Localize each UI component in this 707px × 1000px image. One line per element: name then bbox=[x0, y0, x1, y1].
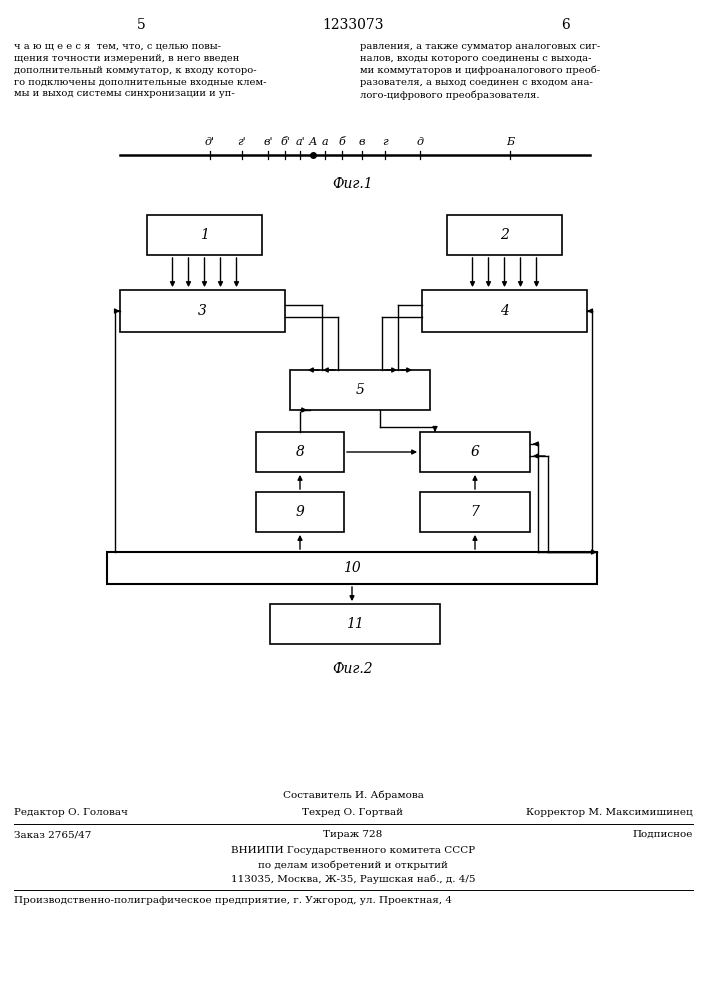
Text: А: А bbox=[309, 137, 317, 147]
Bar bbox=[270, 604, 440, 644]
Text: б': б' bbox=[280, 137, 290, 147]
Text: Производственно-полиграфическое предприятие, г. Ужгород, ул. Проектная, 4: Производственно-полиграфическое предприя… bbox=[14, 896, 452, 905]
Text: Заказ 2765/47: Заказ 2765/47 bbox=[14, 830, 91, 839]
Bar bbox=[420, 492, 530, 532]
Text: 11: 11 bbox=[346, 617, 364, 631]
Text: Техред О. Гортвай: Техред О. Гортвай bbox=[303, 808, 404, 817]
Bar bbox=[290, 370, 430, 410]
Text: ВНИИПИ Государственного комитета СССР: ВНИИПИ Государственного комитета СССР bbox=[231, 846, 475, 855]
Text: по делам изобретений и открытий: по делам изобретений и открытий bbox=[258, 860, 448, 869]
Text: 6: 6 bbox=[471, 445, 479, 459]
Text: Редактор О. Головач: Редактор О. Головач bbox=[14, 808, 128, 817]
Bar bbox=[422, 290, 587, 332]
Text: 9: 9 bbox=[296, 505, 305, 519]
Text: равления, а также сумматор аналоговых сиг-
налов, входы которого соединены с вых: равления, а также сумматор аналоговых си… bbox=[360, 42, 600, 100]
Text: в: в bbox=[358, 137, 366, 147]
Text: 8: 8 bbox=[296, 445, 305, 459]
Text: а': а' bbox=[296, 137, 305, 147]
Bar bbox=[256, 432, 344, 472]
Text: д': д' bbox=[205, 137, 215, 147]
Bar bbox=[147, 215, 262, 255]
Text: Корректор М. Максимишинец: Корректор М. Максимишинец bbox=[526, 808, 693, 817]
Text: 5: 5 bbox=[356, 383, 364, 397]
Text: б: б bbox=[339, 137, 346, 147]
Text: 2: 2 bbox=[500, 228, 509, 242]
Text: 10: 10 bbox=[343, 561, 361, 575]
Text: г': г' bbox=[238, 137, 246, 147]
Text: д: д bbox=[416, 137, 423, 147]
Text: в': в' bbox=[263, 137, 273, 147]
Text: Фиг.1: Фиг.1 bbox=[333, 177, 373, 191]
Bar bbox=[107, 552, 597, 584]
Text: 5: 5 bbox=[136, 18, 146, 32]
Text: 6: 6 bbox=[561, 18, 571, 32]
Text: 3: 3 bbox=[198, 304, 207, 318]
Text: Тираж 728: Тираж 728 bbox=[323, 830, 382, 839]
Text: Составитель И. Абрамова: Составитель И. Абрамова bbox=[283, 790, 423, 800]
Text: 1233073: 1233073 bbox=[322, 18, 384, 32]
Text: 113035, Москва, Ж-35, Раушская наб., д. 4/5: 113035, Москва, Ж-35, Раушская наб., д. … bbox=[230, 874, 475, 884]
Text: 7: 7 bbox=[471, 505, 479, 519]
Text: 4: 4 bbox=[500, 304, 509, 318]
Text: Б: Б bbox=[506, 137, 514, 147]
Bar bbox=[420, 432, 530, 472]
Text: г: г bbox=[382, 137, 388, 147]
Text: Фиг.2: Фиг.2 bbox=[333, 662, 373, 676]
Bar bbox=[120, 290, 285, 332]
Text: Подписное: Подписное bbox=[633, 830, 693, 839]
Text: ч а ю щ е е с я  тем, что, с целью повы-
щения точности измерений, в него введен: ч а ю щ е е с я тем, что, с целью повы- … bbox=[14, 42, 267, 98]
Bar bbox=[256, 492, 344, 532]
Text: 1: 1 bbox=[200, 228, 209, 242]
Bar bbox=[447, 215, 562, 255]
Text: а: а bbox=[322, 137, 328, 147]
